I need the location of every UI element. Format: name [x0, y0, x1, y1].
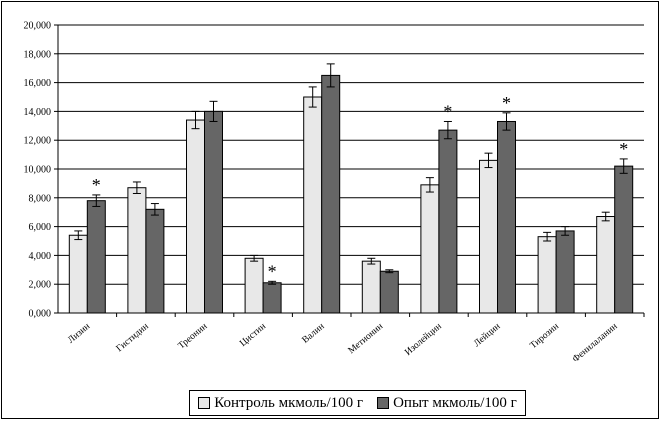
x-category-label: Треонин — [177, 322, 210, 352]
x-category-label: Тирозин — [528, 322, 561, 352]
y-tick-label: 8,000 — [29, 193, 52, 204]
bar-experiment — [262, 282, 282, 314]
significance-marker: * — [268, 261, 277, 281]
y-tick-label: 6,000 — [29, 222, 52, 233]
x-category-label: Валин — [301, 322, 327, 346]
y-tick-label: 16,000 — [24, 78, 52, 89]
legend-label-control: Контроль мкмоль/100 г — [214, 394, 364, 411]
x-category-label: Лейцин — [472, 321, 503, 349]
legend-swatch-experiment — [377, 397, 390, 409]
bar-experiment — [145, 208, 165, 314]
legend-label-experiment: Опыт мкмоль/100 г — [393, 394, 517, 411]
y-tick-label: 18,000 — [24, 49, 52, 60]
x-category-label: Гистидин — [115, 322, 151, 355]
bar-experiment — [321, 74, 341, 314]
y-tick-label: 14,000 — [24, 107, 52, 118]
bar-control — [68, 234, 88, 314]
bar-experiment — [555, 230, 575, 314]
x-category-label: Изолейцин — [403, 321, 444, 358]
bar-experiment — [614, 165, 634, 314]
y-tick-label: 20,000 — [24, 21, 52, 32]
significance-marker: * — [92, 175, 101, 195]
y-tick-label: 0,000 — [29, 309, 52, 320]
x-category-label: Фенилаланин — [571, 322, 620, 365]
bar-experiment — [497, 120, 516, 314]
legend: Контроль мкмоль/100 г Опыт мкмоль/100 г — [189, 390, 526, 416]
legend-item-control: Контроль мкмоль/100 г — [198, 395, 363, 412]
bar-experiment — [438, 129, 458, 314]
y-tick-label: 4,000 — [29, 251, 52, 262]
bar-control — [537, 236, 557, 314]
bar-control — [596, 216, 616, 314]
bar-control — [361, 260, 381, 314]
legend-item-experiment: Опыт мкмоль/100 г — [377, 395, 517, 412]
y-tick-label: 12,000 — [24, 136, 52, 147]
y-tick-label: 10,000 — [24, 165, 52, 176]
significance-marker: * — [443, 101, 452, 121]
significance-marker: * — [619, 139, 628, 159]
y-tick-label: 2,000 — [29, 280, 52, 291]
bar-experiment — [86, 200, 106, 314]
bar-control — [244, 257, 264, 314]
significance-marker: * — [502, 93, 511, 113]
bar-control — [127, 187, 147, 314]
bar-experiment — [379, 270, 399, 314]
bar-control — [479, 159, 498, 314]
bar-control — [420, 184, 440, 314]
bar-control — [186, 119, 205, 314]
bar-experiment — [204, 110, 223, 314]
x-category-label: Метионин — [347, 322, 385, 357]
x-category-label: Лизин — [66, 322, 92, 346]
bar-control — [303, 96, 323, 314]
legend-swatch-control — [198, 397, 211, 409]
x-category-label: Цистин — [238, 322, 268, 349]
